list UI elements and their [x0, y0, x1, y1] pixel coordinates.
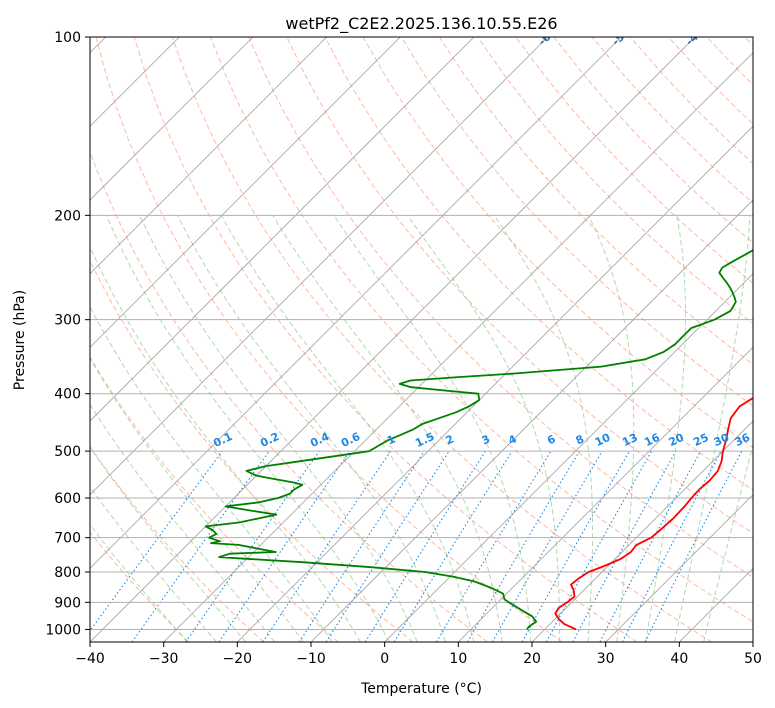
dry-adiabat-line: [400, 37, 753, 407]
isotherm-line: [90, 37, 327, 275]
isotherm-label: -60: [536, 25, 559, 48]
mixing-ratio-label: 16: [642, 431, 662, 449]
plot-frame: [89, 36, 754, 643]
isotherm-line: [90, 37, 401, 348]
mixing-ratio-line: [185, 450, 320, 642]
dry-adiabat-line: [95, 37, 563, 642]
dewpoint-line: [204, 249, 753, 630]
mixing-ratio-line: [262, 450, 392, 642]
isotherm-line: [90, 37, 696, 642]
isotherm-line: [310, 199, 753, 642]
mixing-ratio-label: 10: [593, 431, 613, 449]
mixing-ratio-label: 20: [667, 431, 687, 449]
y-tick-label: 500: [54, 444, 81, 460]
x-tick-label: −30: [149, 651, 179, 667]
moist-adiabat-line: [645, 215, 686, 642]
y-tick-label: 200: [54, 208, 81, 224]
dry-adiabat-line: [515, 37, 753, 284]
mixing-ratio-line: [545, 450, 653, 642]
isotherm-line: [90, 37, 254, 201]
moist-adiabat-line: [90, 357, 304, 642]
isotherm-label: -50: [609, 25, 632, 48]
dry-adiabat-line: [248, 37, 753, 578]
moist-adiabat-line: [272, 215, 503, 642]
dry-adiabat-line: [90, 445, 264, 642]
isotherm-line: [384, 273, 753, 642]
dry-adiabat-line: [90, 150, 488, 642]
y-tick-label: 400: [54, 387, 81, 403]
dry-adiabat-line: [438, 37, 753, 366]
y-tick-label: 900: [54, 595, 81, 611]
moist-adiabat-line: [220, 215, 475, 642]
dry-adiabat-line: [324, 37, 753, 491]
mixing-ratio-line: [298, 450, 425, 642]
y-tick-label: 300: [54, 313, 81, 329]
mixing-ratio-label: 36: [733, 431, 753, 449]
mixing-ratio-line: [572, 450, 677, 642]
y-tick-label: 800: [54, 565, 81, 581]
moist-adiabat-line: [90, 523, 188, 642]
y-tick-label: 700: [54, 531, 81, 547]
moist-adiabat-line: [139, 215, 418, 642]
moist-adiabat-line: [703, 443, 753, 642]
isotherm-label: -40: [683, 25, 706, 48]
mixing-ratio-line: [521, 450, 630, 642]
mixing-ratio-line: [644, 450, 743, 642]
isotherm-line: [237, 125, 753, 642]
isotherm-line: [90, 37, 475, 422]
y-tick-label: 600: [54, 491, 81, 507]
dry-adiabat-line: [171, 37, 712, 642]
x-tick-label: 10: [449, 651, 467, 667]
isotherm-line: [458, 346, 753, 642]
dry-adiabat-line: [133, 37, 638, 642]
y-tick-label: 1000: [45, 622, 81, 638]
x-tick-label: 30: [597, 651, 615, 667]
dry-adiabat-line: [90, 356, 339, 642]
plot-lines: [90, 37, 753, 642]
dry-adiabat-line: [210, 37, 753, 623]
mixing-ratio-label: 25: [691, 431, 710, 449]
mixing-ratio-line: [131, 450, 270, 642]
y-axis-label: Pressure (hPa): [12, 290, 28, 390]
moist-adiabat-line: [176, 215, 446, 642]
moist-adiabat-line: [90, 305, 333, 642]
x-tick-label: 50: [744, 651, 762, 667]
mixing-ratio-label: 13: [620, 431, 639, 449]
moist-adiabat-line: [105, 215, 390, 642]
isotherm-line: [163, 52, 753, 642]
chart-title: wetPf2_C2E2.2025.136.10.55.E26: [285, 14, 557, 34]
isotherm-line: [531, 420, 753, 642]
temperature-line: [554, 396, 753, 631]
mixing-ratio-line: [393, 450, 513, 642]
mixing-ratio-label: 30: [712, 431, 732, 449]
x-tick-label: −10: [296, 651, 326, 667]
y-tick-label: 100: [54, 30, 81, 46]
x-tick-label: −40: [75, 651, 105, 667]
x-tick-label: 20: [523, 651, 541, 667]
x-tick-label: 0: [380, 651, 389, 667]
mixing-ratio-line: [325, 450, 450, 642]
dry-adiabat-line: [90, 531, 190, 642]
x-tick-label: 40: [670, 651, 688, 667]
isotherm-line: [90, 37, 548, 496]
x-axis-label: Temperature (°C): [360, 681, 482, 697]
isotherm-line: [605, 494, 753, 642]
moist-adiabat-line: [587, 215, 635, 642]
x-tick-label: −20: [223, 651, 253, 667]
moist-adiabat-line: [674, 215, 751, 642]
mixing-ratio-line: [218, 450, 351, 642]
mixing-ratio-line: [90, 450, 223, 632]
isotherm-line: [90, 37, 622, 569]
